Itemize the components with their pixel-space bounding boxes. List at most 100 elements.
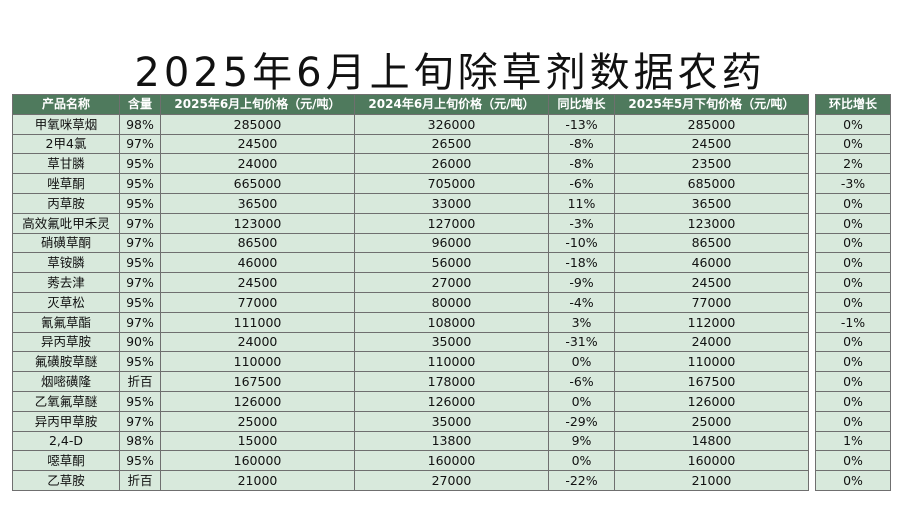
cell-mom-growth: -1%: [815, 311, 891, 333]
cell-price-2024-june-early: 110000: [354, 351, 549, 373]
header-yoy-growth: 同比增长: [548, 94, 615, 115]
cell-content: 98%: [119, 430, 161, 452]
cell-yoy-growth: -10%: [548, 232, 615, 254]
cell-price-2024-june-early: 26500: [354, 133, 549, 155]
column-gap: [808, 391, 816, 412]
cell-price-2025-june-early: 110000: [160, 351, 355, 373]
column-gap: [808, 332, 816, 352]
cell-price-2025-june-early: 665000: [160, 173, 355, 194]
table-row: 乙氧氟草醚 95% 126000 126000 0% 126000 0%: [12, 390, 891, 412]
cell-price-2025-may-late: 112000: [614, 311, 809, 333]
cell-product-name: 唑草酮: [12, 173, 120, 194]
table-row: 异丙甲草胺 97% 25000 35000 -29% 25000 0%: [12, 410, 891, 432]
table-row: 2甲4氯 97% 24500 26500 -8% 24500 0%: [12, 133, 891, 155]
cell-content: 97%: [119, 410, 161, 432]
cell-yoy-growth: 3%: [548, 311, 615, 333]
cell-price-2025-june-early: 46000: [160, 252, 355, 274]
cell-price-2024-june-early: 178000: [354, 371, 549, 392]
table-row: 异丙草胺 90% 24000 35000 -31% 24000 0%: [12, 331, 891, 353]
cell-content: 95%: [119, 390, 161, 412]
cell-price-2025-june-early: 167500: [160, 371, 355, 392]
cell-price-2025-may-late: 46000: [614, 252, 809, 274]
cell-product-name: 乙氧氟草醚: [12, 390, 120, 412]
cell-price-2025-may-late: 25000: [614, 410, 809, 432]
cell-price-2024-june-early: 127000: [354, 212, 549, 234]
cell-content: 折百: [119, 470, 161, 491]
table-row: 甲氧咪草烟 98% 285000 326000 -13% 285000 0%: [12, 113, 891, 135]
cell-yoy-growth: 11%: [548, 192, 615, 214]
cell-content: 95%: [119, 450, 161, 472]
table-row: 高效氟吡甲禾灵 97% 123000 127000 -3% 123000 0%: [12, 212, 891, 234]
cell-price-2025-may-late: 123000: [614, 212, 809, 234]
cell-price-2025-june-early: 24500: [160, 133, 355, 155]
column-gap: [808, 292, 816, 313]
table-row: 硝磺草酮 97% 86500 96000 -10% 86500 0%: [12, 232, 891, 254]
cell-mom-growth: 0%: [815, 371, 891, 392]
cell-product-name: 异丙甲草胺: [12, 410, 120, 432]
cell-mom-growth: 0%: [815, 331, 891, 353]
cell-product-name: 丙草胺: [12, 192, 120, 214]
cell-price-2025-june-early: 24500: [160, 272, 355, 293]
cell-price-2025-june-early: 77000: [160, 291, 355, 313]
cell-price-2024-june-early: 35000: [354, 331, 549, 353]
table-row: 2,4-D 98% 15000 13800 9% 14800 1%: [12, 430, 891, 452]
cell-price-2025-may-late: 24500: [614, 133, 809, 155]
cell-product-name: 硝磺草酮: [12, 232, 120, 254]
table-row: 氟磺胺草醚 95% 110000 110000 0% 110000 0%: [12, 351, 891, 373]
cell-price-2025-june-early: 21000: [160, 470, 355, 491]
cell-yoy-growth: 9%: [548, 430, 615, 452]
cell-price-2024-june-early: 33000: [354, 192, 549, 214]
cell-mom-growth: 0%: [815, 113, 891, 135]
cell-price-2025-may-late: 126000: [614, 390, 809, 412]
table-row: 草铵膦 95% 46000 56000 -18% 46000 0%: [12, 252, 891, 274]
cell-mom-growth: 0%: [815, 390, 891, 412]
table-row: 噁草酮 95% 160000 160000 0% 160000 0%: [12, 450, 891, 472]
column-gap: [808, 114, 816, 135]
table-row: 唑草酮 95% 665000 705000 -6% 685000 -3%: [12, 173, 891, 194]
cell-content: 97%: [119, 133, 161, 155]
cell-price-2025-may-late: 110000: [614, 351, 809, 373]
column-gap: [808, 470, 816, 491]
column-gap: [808, 312, 816, 333]
cell-content: 98%: [119, 113, 161, 135]
cell-yoy-growth: -18%: [548, 252, 615, 274]
cell-mom-growth: 0%: [815, 133, 891, 155]
cell-price-2024-june-early: 160000: [354, 450, 549, 472]
cell-price-2025-june-early: 126000: [160, 390, 355, 412]
page-title: 2025年6月上旬除草剂数据农药: [134, 49, 766, 96]
cell-mom-growth: 0%: [815, 470, 891, 491]
table-row: 草甘膦 95% 24000 26000 -8% 23500 2%: [12, 153, 891, 175]
table-row: 莠去津 97% 24500 27000 -9% 24500 0%: [12, 272, 891, 293]
cell-price-2025-may-late: 160000: [614, 450, 809, 472]
cell-content: 90%: [119, 331, 161, 353]
cell-price-2025-may-late: 285000: [614, 113, 809, 135]
table-body: 甲氧咪草烟 98% 285000 326000 -13% 285000 0% 2甲4氯 97% 2…: [12, 113, 891, 491]
cell-price-2024-june-early: 126000: [354, 390, 549, 412]
cell-price-2025-may-late: 14800: [614, 430, 809, 452]
cell-mom-growth: 0%: [815, 351, 891, 373]
column-gap: [808, 173, 816, 194]
cell-yoy-growth: 0%: [548, 390, 615, 412]
cell-yoy-growth: 0%: [548, 351, 615, 373]
column-gap: [808, 272, 816, 293]
header-mom-growth: 环比增长: [815, 94, 891, 115]
cell-yoy-growth: -31%: [548, 331, 615, 353]
cell-price-2025-june-early: 285000: [160, 113, 355, 135]
table-row: 丙草胺 95% 36500 33000 11% 36500 0%: [12, 192, 891, 214]
cell-price-2025-may-late: 23500: [614, 153, 809, 175]
column-gap: [808, 371, 816, 392]
cell-product-name: 草铵膦: [12, 252, 120, 274]
cell-price-2025-june-early: 86500: [160, 232, 355, 254]
cell-yoy-growth: -3%: [548, 212, 615, 234]
cell-product-name: 灭草松: [12, 291, 120, 313]
table-row: 乙草胺 折百 21000 27000 -22% 21000 0%: [12, 470, 891, 491]
cell-price-2025-june-early: 111000: [160, 311, 355, 333]
table-row: 灭草松 95% 77000 80000 -4% 77000 0%: [12, 291, 891, 313]
cell-product-name: 莠去津: [12, 272, 120, 293]
cell-price-2024-june-early: 13800: [354, 430, 549, 452]
cell-price-2025-may-late: 86500: [614, 232, 809, 254]
cell-product-name: 甲氧咪草烟: [12, 113, 120, 135]
column-gap: [808, 450, 816, 471]
header-price-2025-june-early: 2025年6月上旬价格（元/吨）: [160, 94, 355, 115]
cell-mom-growth: 0%: [815, 212, 891, 234]
